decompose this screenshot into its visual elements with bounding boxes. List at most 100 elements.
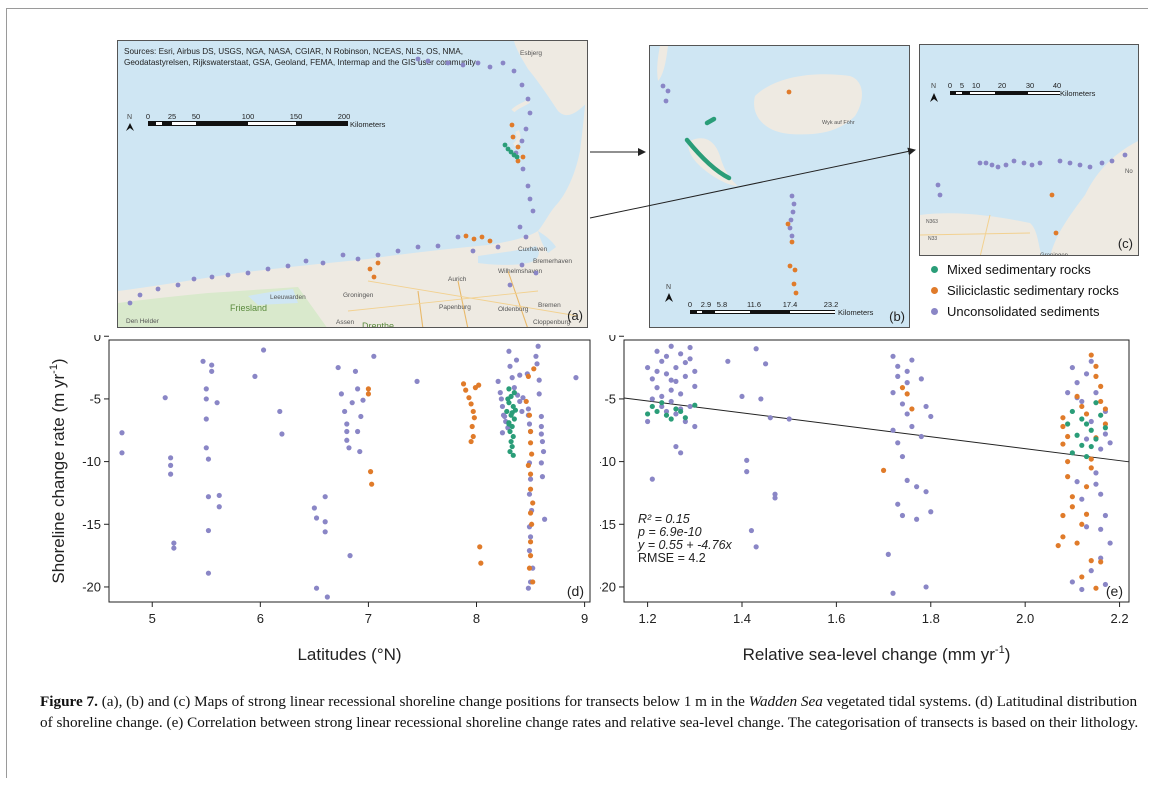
transect-point [1099,160,1105,166]
scatter-point [469,423,475,430]
transect-point [515,158,521,164]
map-b-mixed-line [684,137,732,181]
transect-point [471,236,477,242]
scatter-point [673,378,679,384]
scatter-point [539,438,546,445]
scatter-point [1088,456,1094,462]
scatter-point [668,387,674,393]
scatter-point [1074,380,1080,386]
transect-point [487,238,493,244]
scatter-point [507,428,513,435]
scatter-point [520,395,526,401]
scatter-point [355,386,361,392]
scatter-point [509,375,515,381]
scatter-point [663,412,670,418]
scatter-point [538,423,544,430]
scale-tick-label: 150 [290,112,303,121]
transect-point [1057,158,1063,164]
scatter-point [659,393,665,400]
transect-point [514,154,520,160]
transect-point [509,122,515,128]
transect-point [510,134,516,140]
scatter-point [1065,421,1071,427]
place-name-label: Cuxhaven [518,246,548,253]
scatter-point [497,390,503,396]
scatter-point [1083,421,1090,427]
place-name-label: Drenthe [362,321,394,328]
scatter-point [463,387,469,393]
scatter-point [744,469,750,475]
map-panel-a: Sources: Esri, Airbus DS, USGS, NGA, NAS… [117,40,588,328]
scatter-point [205,527,212,534]
scatter-point [890,353,896,359]
transect-point [1067,160,1073,166]
legend-dot-icon [931,308,938,315]
scatter-point [527,553,534,559]
scatter-point [687,344,693,351]
transect-point [515,144,521,150]
scatter-point [1107,540,1113,546]
map-a-transect-points [127,56,539,306]
scatter-point [498,396,504,402]
y-tick-label: -20 [600,579,616,594]
legend-item: Mixed sedimentary rocks [931,259,1119,280]
scatter-point [654,348,660,354]
scatter-point [1074,432,1080,438]
scatter-point [1079,442,1085,448]
scatter-point [534,361,540,367]
scatter-point [205,494,212,500]
scatter-point [725,358,731,364]
transect-point [519,138,525,144]
transect-point [415,56,421,62]
scatter-point [162,395,168,401]
scatter-point [654,408,660,415]
map-b-panel-label: (b) [889,309,905,324]
scatter-point [542,516,548,522]
transect-point [507,282,513,288]
scatter-point [1060,512,1066,519]
scatter-point [762,361,769,367]
scatter-point [678,351,684,357]
scatter-point [668,398,674,405]
scatter-point [525,585,531,591]
transect-point [791,201,797,207]
place-name-label: Den Helder [126,318,160,325]
scatter-point [1083,511,1090,517]
scatter-point [355,428,361,435]
scatter-point [1083,371,1090,377]
scatter-point [682,359,688,366]
scatter-point [649,403,655,410]
scatter-point [748,527,755,534]
scatter-point [1079,574,1085,580]
scatter-point [414,378,420,384]
transect-point [523,234,529,240]
map-b-transect-points [660,83,799,296]
scatter-point [460,381,467,387]
scatter-point [1069,408,1075,415]
scatter-point [506,421,512,427]
x-axis-label: Relative sea-level change (mm yr-1) [743,644,1011,664]
scatter-point [573,375,579,381]
scatter-point [322,519,328,525]
transect-point [525,96,531,102]
transect-point [395,248,401,254]
scale-tick-label: 0 [948,81,952,90]
scatter-point [478,560,484,566]
transect-point [127,300,133,306]
scatter-point [895,363,901,369]
scatter-point [311,505,317,511]
plot-frame [623,339,1130,603]
scatter-point [168,471,174,477]
transect-point [523,126,529,132]
scatter-point [1102,406,1109,412]
y-tick-label: -5 [604,391,616,406]
transect-point [525,183,531,189]
svg-text:N: N [666,284,671,291]
scatter-point [772,491,778,497]
transect-point [487,64,493,70]
place-name-label: Wyk auf Föhr [822,120,855,126]
scatter-point [526,548,533,554]
scatter-point [682,415,688,421]
scatter-point [171,545,177,551]
